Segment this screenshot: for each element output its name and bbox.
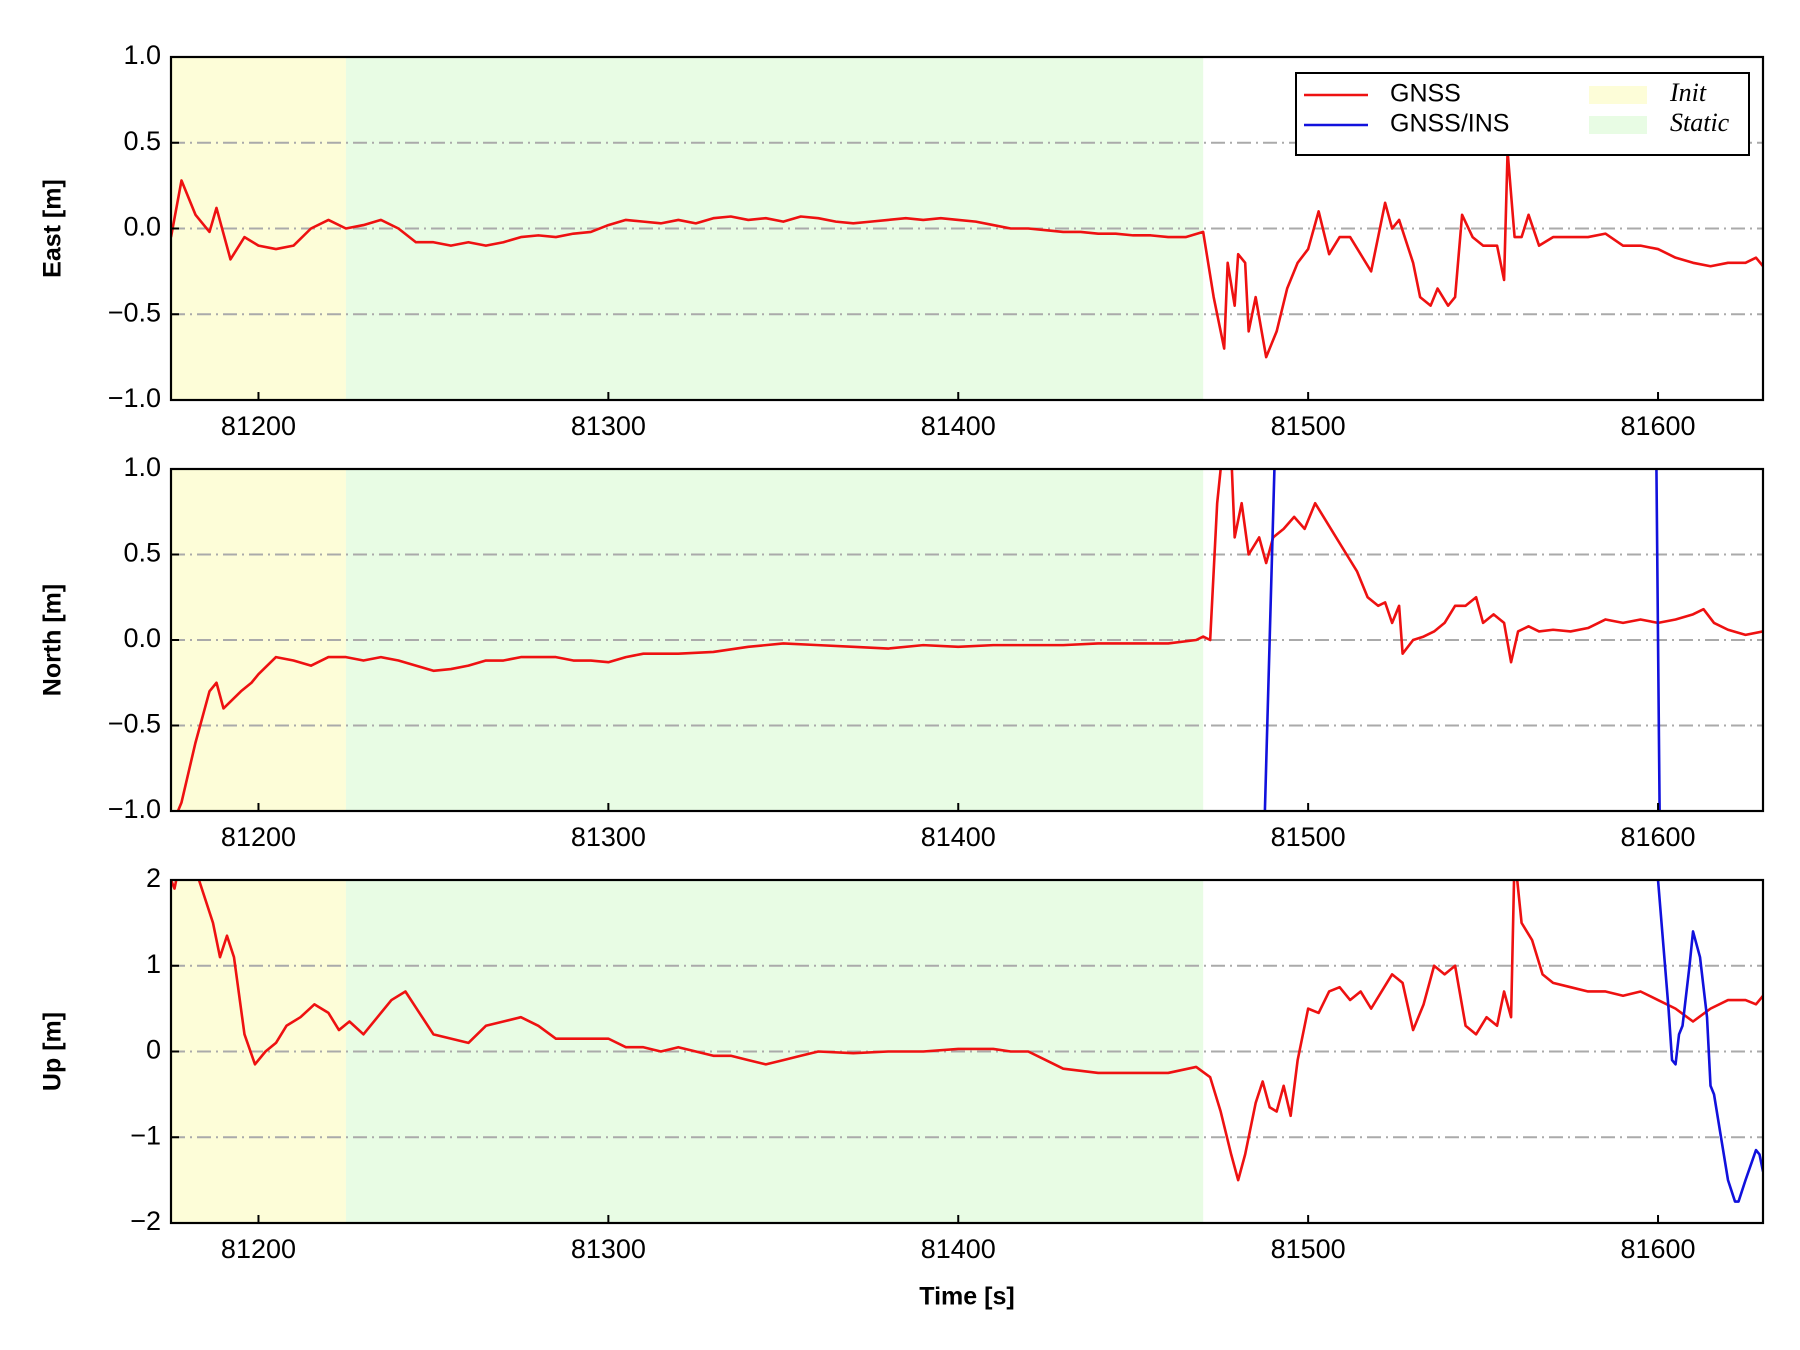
x-tick-label: 81500 xyxy=(1271,822,1346,852)
x-tick-label: 81300 xyxy=(571,411,646,441)
y-tick-label: −1.0 xyxy=(108,794,161,824)
axes-frame xyxy=(169,878,1765,1225)
x-tick-label: 81200 xyxy=(221,411,296,441)
plot-area xyxy=(171,469,1763,811)
x-tick-label: 81600 xyxy=(1620,1234,1695,1264)
legend-label: GNSS xyxy=(1390,80,1461,108)
x-tick-label: 81200 xyxy=(221,822,296,852)
legend-region-swatch xyxy=(1589,116,1647,134)
y-tick-label: 1.0 xyxy=(123,40,161,70)
data-line xyxy=(176,469,1763,811)
y-tick-label: 0.5 xyxy=(123,126,161,156)
y-tick-label: 0.0 xyxy=(123,212,161,242)
data-line xyxy=(1263,469,1661,811)
y-tick-label: −1.0 xyxy=(108,383,161,413)
data-line xyxy=(1656,880,1763,1203)
x-tick-label: 81500 xyxy=(1271,411,1346,441)
x-tick-label: 81400 xyxy=(921,1234,996,1264)
legend-region-swatch xyxy=(1589,86,1647,104)
axes-frame xyxy=(169,467,1765,813)
axes-frame xyxy=(169,55,1765,402)
x-tick-label: 81400 xyxy=(921,822,996,852)
legend-region-label: Init xyxy=(1669,78,1707,107)
x-tick-label: 81600 xyxy=(1620,411,1695,441)
y-axis-label: East [m] xyxy=(39,179,67,278)
y-tick-label: 0.5 xyxy=(123,538,161,568)
y-tick-label: 1 xyxy=(146,949,161,979)
subplot: −2 −1 0 1 2 81200 81300 81400 81500 81600 Up [m] xyxy=(39,863,1765,1264)
x-tick-label: 81300 xyxy=(571,1234,646,1264)
legend-region-label: Static xyxy=(1670,108,1730,137)
y-axis-label: North [m] xyxy=(39,584,67,696)
subplot: −1.0 −0.5 0.0 0.5 1.0 81200 81300 81400 81500 816… xyxy=(39,40,1765,441)
x-tick-label: 81600 xyxy=(1620,822,1695,852)
x-tick-label: 81200 xyxy=(221,1234,296,1264)
x-tick-label: 81500 xyxy=(1271,1234,1346,1264)
legend-label: GNSS/INS xyxy=(1390,110,1509,138)
x-tick-label: 81400 xyxy=(921,411,996,441)
y-tick-label: −0.5 xyxy=(108,297,161,327)
plot-area xyxy=(171,57,1763,400)
y-tick-label: 0 xyxy=(146,1035,161,1065)
y-tick-label: 1.0 xyxy=(123,452,161,482)
y-tick-label: 2 xyxy=(146,863,161,893)
y-axis-label: Up [m] xyxy=(39,1012,67,1091)
legend-box xyxy=(1295,72,1750,156)
y-tick-label: −1 xyxy=(130,1120,161,1150)
y-tick-label: −2 xyxy=(130,1206,161,1236)
x-axis-label: Time [s] xyxy=(919,1283,1014,1311)
x-tick-label: 81300 xyxy=(571,822,646,852)
data-line xyxy=(171,150,1763,359)
y-tick-label: −0.5 xyxy=(108,709,161,739)
subplot: −1.0 −0.5 0.0 0.5 1.0 81200 81300 81400 81500 816… xyxy=(39,452,1765,852)
plot-area xyxy=(171,880,1763,1223)
y-tick-label: 0.0 xyxy=(123,623,161,653)
data-line xyxy=(171,880,1763,1182)
